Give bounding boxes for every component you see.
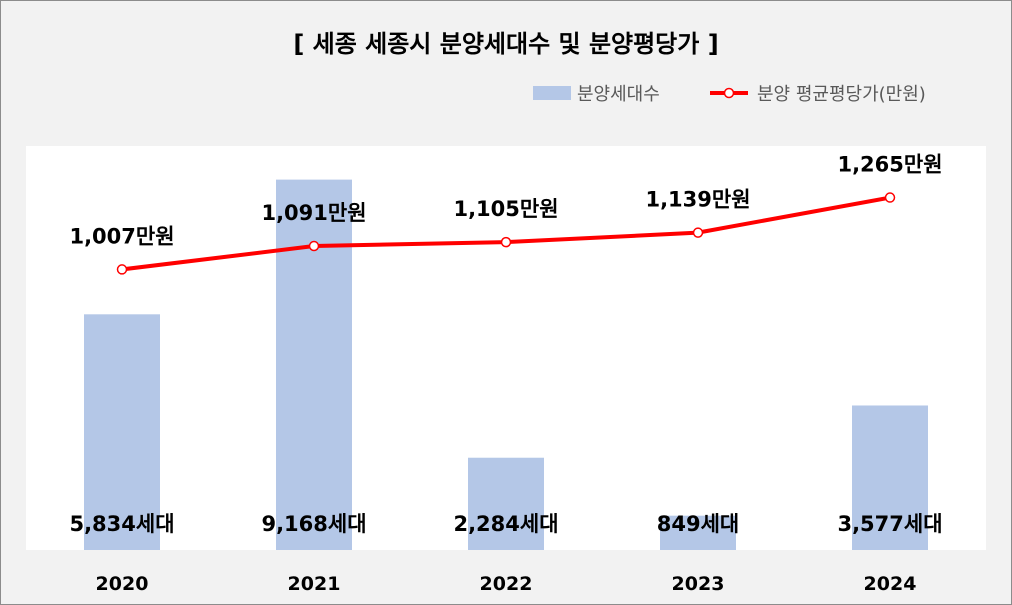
price-marker-2024: [884, 192, 896, 203]
price-label-2023: 1,139만원: [645, 188, 750, 212]
price-label-2024: 1,265만원: [837, 153, 942, 177]
price-marker-2021: [308, 240, 320, 252]
x-tick-2023: 2023: [672, 573, 725, 595]
price-marker-2023: [692, 227, 704, 238]
units-label-2022: 2,284세대: [453, 512, 558, 536]
x-tick-2022: 2022: [480, 573, 533, 595]
x-tick-2020: 2020: [96, 573, 149, 595]
chart-title: [ 세종 세종시 분양세대수 및 분양평당가 ]: [293, 30, 718, 58]
bar-2023: [660, 515, 736, 550]
price-label-2021: 1,091만원: [261, 201, 366, 225]
bar-2022: [468, 457, 544, 550]
legend-bar-swatch: [533, 86, 571, 100]
units-label-2021: 9,168세대: [261, 512, 366, 536]
price-label-2020: 1,007만원: [69, 224, 174, 248]
x-tick-2021: 2021: [288, 573, 341, 595]
price-marker-2020: [116, 264, 128, 275]
units-label-2020: 5,834세대: [69, 512, 174, 536]
legend-bar-label: 분양세대수: [577, 84, 660, 105]
units-label-2023: 849세대: [657, 512, 739, 536]
legend: 분양세대수 분양 평균평당가(만원): [533, 84, 926, 105]
bar-2021: [276, 179, 352, 550]
x-tick-2024: 2024: [864, 573, 917, 595]
units-label-2024: 3,577세대: [837, 512, 942, 536]
bar-2020: [84, 314, 160, 550]
bar-2024: [852, 405, 928, 550]
price-label-2022: 1,105만원: [453, 197, 558, 221]
legend-line-marker: [723, 87, 735, 99]
price-marker-2022: [500, 236, 512, 248]
legend-line-label: 분양 평균평당가(만원): [757, 84, 926, 105]
